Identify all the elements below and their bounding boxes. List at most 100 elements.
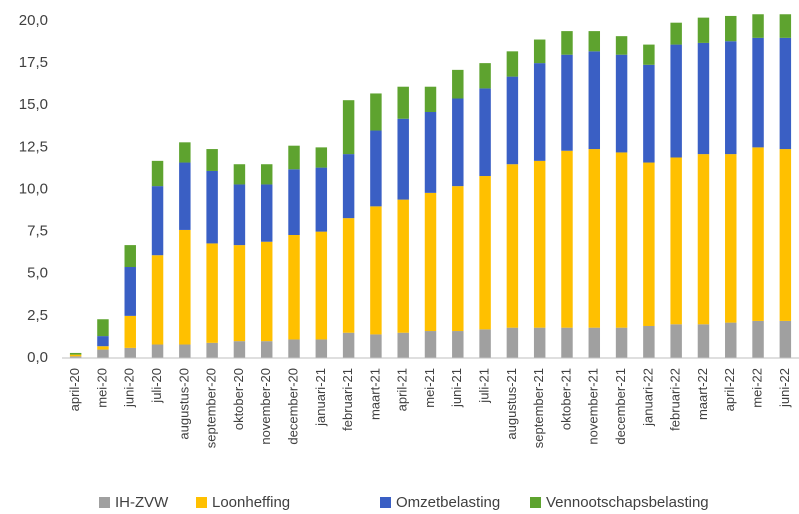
bar-segment xyxy=(725,322,737,358)
x-tick-label: november-20 xyxy=(258,368,273,445)
legend-swatch xyxy=(196,497,207,508)
bar-segment xyxy=(260,341,273,358)
legend-label: Omzetbelasting xyxy=(396,494,500,511)
x-tick-label: juni-21 xyxy=(449,368,464,408)
bar-segment xyxy=(97,336,109,347)
bar-segment xyxy=(260,241,273,342)
bar-segment xyxy=(752,14,764,38)
bar-segment xyxy=(506,76,519,165)
y-tick-label: 0,0 xyxy=(27,349,48,366)
bar-segment xyxy=(288,234,300,340)
bar-segment xyxy=(288,339,300,358)
y-tick-label: 12,5 xyxy=(19,138,48,155)
bar-segment xyxy=(725,15,737,42)
x-tick-label: januari-21 xyxy=(313,368,328,427)
bar-segment xyxy=(479,176,491,330)
x-tick-label: mei-22 xyxy=(749,368,764,408)
bar-segment xyxy=(670,324,682,358)
bar-segment xyxy=(315,147,328,168)
x-tick-label: oktober-21 xyxy=(558,368,573,430)
x-tick-label: december-20 xyxy=(285,368,300,445)
bar-segment xyxy=(342,100,355,155)
bar-segment xyxy=(233,245,246,342)
legend-swatch xyxy=(530,497,541,508)
bar-segment xyxy=(260,184,273,242)
bar-segment xyxy=(179,344,191,358)
x-tick-label: februari-22 xyxy=(668,368,683,431)
bar-segment xyxy=(725,41,737,155)
bar-segment xyxy=(561,150,573,328)
bar-segment xyxy=(643,162,655,326)
bar-segment xyxy=(206,243,218,343)
bar-segment xyxy=(561,54,573,151)
bar-segment xyxy=(288,169,300,235)
bar-segment xyxy=(697,42,710,155)
x-tick-label: maart-21 xyxy=(367,368,382,420)
x-tick-label: augustus-21 xyxy=(504,368,519,440)
bar-segment xyxy=(397,332,409,358)
bar-segment xyxy=(697,17,710,43)
bar-segment xyxy=(479,63,491,89)
bar-segment xyxy=(370,93,382,131)
bar-segment xyxy=(97,319,109,337)
x-tick-label: juni-20 xyxy=(122,368,137,408)
bar-segment xyxy=(179,142,191,163)
x-tick-label: augustus-20 xyxy=(176,368,191,440)
bar-segment xyxy=(370,130,382,207)
x-tick-label: mei-20 xyxy=(94,368,109,408)
legend-label: IH-ZVW xyxy=(115,494,169,511)
bar-segment xyxy=(424,331,437,358)
bar-segment xyxy=(697,324,710,358)
bar-segment xyxy=(97,346,109,350)
bar-segment xyxy=(315,339,328,358)
bar-segment xyxy=(588,149,601,328)
y-tick-label: 15,0 xyxy=(19,96,48,113)
bar-segment xyxy=(397,86,409,119)
bar-segment xyxy=(752,320,764,358)
y-tick-label: 5,0 xyxy=(27,265,48,282)
bar-segment xyxy=(151,160,164,187)
bar-segment xyxy=(452,186,464,332)
bar-segment xyxy=(615,36,628,55)
legend-swatch xyxy=(380,497,391,508)
legend-label: Loonheffing xyxy=(212,494,290,511)
bar-segment xyxy=(643,64,655,163)
bar-segment xyxy=(506,51,519,77)
bar-segment xyxy=(206,170,218,244)
bar-segment xyxy=(779,149,792,321)
x-tick-label: april-22 xyxy=(722,368,737,411)
bar-segment xyxy=(533,39,546,64)
bar-segment xyxy=(124,347,136,358)
bar-segment xyxy=(533,63,546,161)
bar-segment xyxy=(370,206,382,335)
bar-segment xyxy=(779,37,792,150)
bar-segment xyxy=(452,98,464,187)
bar-segment xyxy=(670,157,682,325)
bar-segment xyxy=(479,329,491,358)
bar-segment xyxy=(615,152,628,328)
bar-segment xyxy=(124,245,136,268)
y-tick-label: 10,0 xyxy=(19,180,48,197)
y-tick-label: 7,5 xyxy=(27,223,48,240)
bar-segment xyxy=(124,315,136,348)
x-tick-label: september-21 xyxy=(531,368,546,448)
bar-segment xyxy=(779,14,792,38)
bar-segment xyxy=(179,162,191,230)
bar-segment xyxy=(615,54,628,153)
x-tick-label: mei-21 xyxy=(422,368,437,408)
x-tick-label: juli-20 xyxy=(149,368,164,404)
x-tick-label: april-20 xyxy=(67,368,82,411)
bar-segment xyxy=(315,167,328,232)
bar-segment xyxy=(342,332,355,358)
bar-segment xyxy=(124,267,136,316)
x-tick-label: oktober-20 xyxy=(231,368,246,430)
bar-segment xyxy=(342,154,355,219)
bar-segment xyxy=(615,327,628,358)
bar-segment xyxy=(561,31,573,55)
bar-segment xyxy=(533,160,546,328)
bar-segment xyxy=(315,231,328,340)
bar-segment xyxy=(424,192,437,332)
bar-segment xyxy=(69,354,82,357)
bar-segment xyxy=(342,218,355,333)
bar-segment xyxy=(424,86,437,112)
